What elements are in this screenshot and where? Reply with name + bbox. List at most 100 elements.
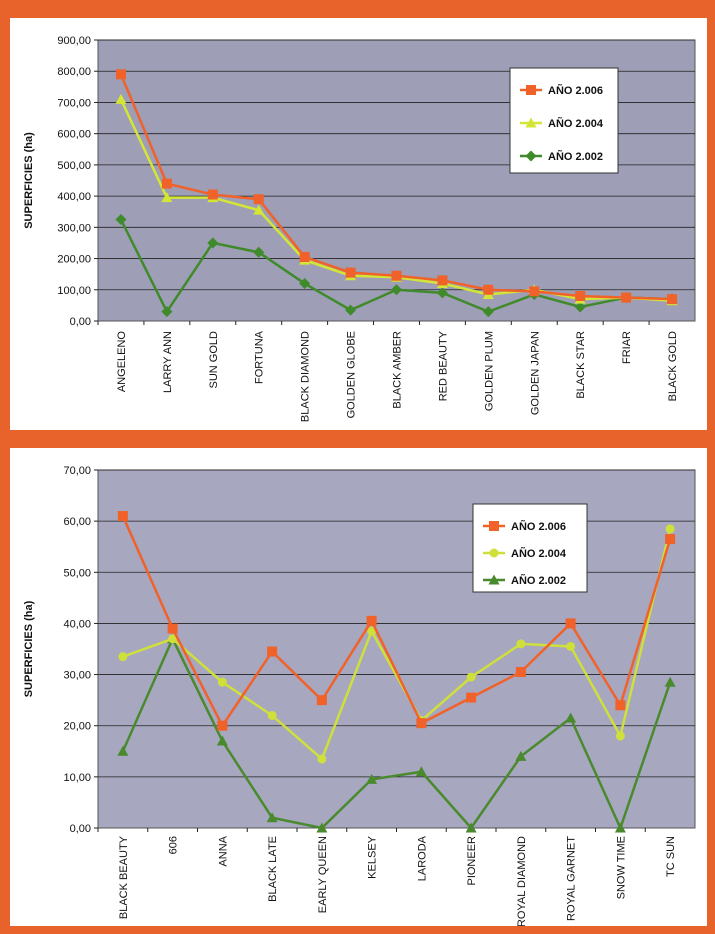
legend-marker — [489, 521, 499, 531]
chart-panel-bottom: 0,00 10,00 20,00 30,00 40,00 50,00 60,00 70,00 S… — [10, 448, 707, 926]
data-point — [217, 677, 227, 687]
data-point — [345, 304, 357, 316]
legend-label: AÑO 2.004 — [548, 117, 604, 130]
y-tick-label: 30,00 — [63, 670, 91, 682]
data-point — [391, 284, 402, 296]
x-tick-label: GOLDEN PLUM — [483, 331, 495, 411]
data-point — [167, 623, 178, 634]
x-tick-label: LARODA — [416, 835, 428, 881]
y-tick-label: 600,00 — [57, 129, 91, 141]
data-point — [117, 511, 128, 522]
x-tick-label: PIONEER — [466, 836, 478, 886]
y-tick-label: 50,00 — [63, 567, 91, 579]
data-point — [416, 718, 427, 729]
data-point — [615, 700, 626, 711]
x-tick-label: ROYAL DIAMOND — [516, 836, 528, 926]
x-tick-label: TC SUN — [665, 836, 677, 877]
data-point — [466, 672, 476, 682]
data-point — [217, 720, 228, 731]
legend-marker — [488, 574, 500, 585]
data-point — [665, 534, 676, 545]
x-tick-label: KELSEY — [367, 835, 379, 878]
data-point — [299, 278, 311, 290]
plot-area — [97, 469, 696, 829]
data-point — [253, 194, 264, 205]
data-point — [117, 745, 129, 756]
data-point — [614, 822, 626, 833]
x-tick-label: ROYAL GARNET — [566, 836, 578, 921]
data-point — [207, 189, 218, 200]
y-tick-label: 900,00 — [57, 35, 91, 47]
data-point — [316, 822, 328, 833]
data-point — [267, 646, 278, 657]
data-point — [415, 766, 427, 777]
data-point — [665, 524, 675, 534]
legend — [472, 503, 588, 593]
legend-label: AÑO 2.006 — [511, 520, 566, 533]
legend-marker — [525, 117, 537, 128]
data-point — [565, 712, 577, 723]
x-tick-label: BLACK LATE — [267, 836, 279, 902]
data-point — [216, 735, 228, 746]
x-tick-label: ANGELENO — [116, 331, 128, 393]
y-axis-label: SUPERFICIES (ha) — [23, 600, 35, 697]
data-point — [253, 204, 265, 215]
x-tick-label: BLACK BEAUTY — [118, 835, 130, 919]
y-tick-label: 300,00 — [57, 222, 91, 234]
data-point — [615, 731, 625, 741]
data-point — [482, 306, 494, 318]
legend-marker — [525, 150, 537, 162]
data-point — [515, 750, 527, 761]
y-tick-label: 400,00 — [57, 191, 91, 203]
data-point — [529, 286, 540, 297]
data-point — [161, 178, 172, 189]
data-point — [367, 626, 377, 636]
data-point — [115, 69, 126, 80]
data-point — [565, 618, 576, 629]
data-point — [516, 639, 526, 649]
y-tick-label: 0,00 — [70, 823, 91, 835]
legend-label: AÑO 2.002 — [548, 150, 603, 163]
data-point — [566, 641, 576, 651]
data-point — [436, 287, 448, 299]
x-tick-label: SNOW TIME — [615, 836, 627, 899]
legend-marker — [526, 85, 536, 95]
x-tick-label: GOLDEN JAPAN — [529, 331, 541, 415]
data-point — [515, 667, 526, 678]
y-tick-label: 700,00 — [57, 97, 91, 109]
series-line — [121, 635, 672, 832]
data-point — [299, 251, 310, 262]
y-tick-label: 60,00 — [63, 516, 91, 528]
data-point — [667, 294, 678, 305]
x-tick-label: SUN GOLD — [208, 331, 220, 389]
x-tick-label: FRIAR — [621, 331, 633, 364]
x-tick-label: 606 — [168, 836, 180, 854]
data-point — [207, 237, 219, 249]
y-tick-label: 100,00 — [57, 285, 91, 297]
y-tick-label: 20,00 — [63, 721, 91, 733]
data-point — [575, 291, 586, 302]
y-tick-label: 40,00 — [63, 618, 91, 630]
x-tick-label: BLACK DIAMOND — [300, 331, 312, 422]
legend-label: AÑO 2.002 — [511, 574, 566, 587]
data-point — [437, 275, 448, 286]
data-point — [466, 692, 477, 703]
y-tick-label: 200,00 — [57, 254, 91, 266]
data-point — [465, 822, 477, 833]
x-tick-label: BLACK STAR — [575, 331, 587, 399]
y-axis-label: SUPERFICIES (ha) — [23, 132, 35, 229]
data-point — [161, 306, 173, 318]
y-tick-label: 10,00 — [63, 772, 91, 784]
data-point — [118, 652, 128, 662]
chart-panel-top: 0,00 100,00 200,00 300,00 400,00 500,00 600,00… — [10, 18, 707, 430]
data-point — [574, 301, 586, 313]
data-point — [664, 676, 676, 687]
x-tick-label: ANNA — [217, 835, 229, 866]
data-point — [316, 695, 327, 706]
series-line — [122, 528, 672, 762]
data-point — [483, 284, 494, 295]
x-tick-label: GOLDEN GLOBE — [346, 331, 358, 418]
y-tick-label: 70,00 — [63, 465, 91, 477]
chart-2: 0,00 10,00 20,00 30,00 40,00 50,00 60,00 70,00 S… — [23, 465, 696, 926]
y-tick-label: 0,00 — [70, 316, 91, 328]
